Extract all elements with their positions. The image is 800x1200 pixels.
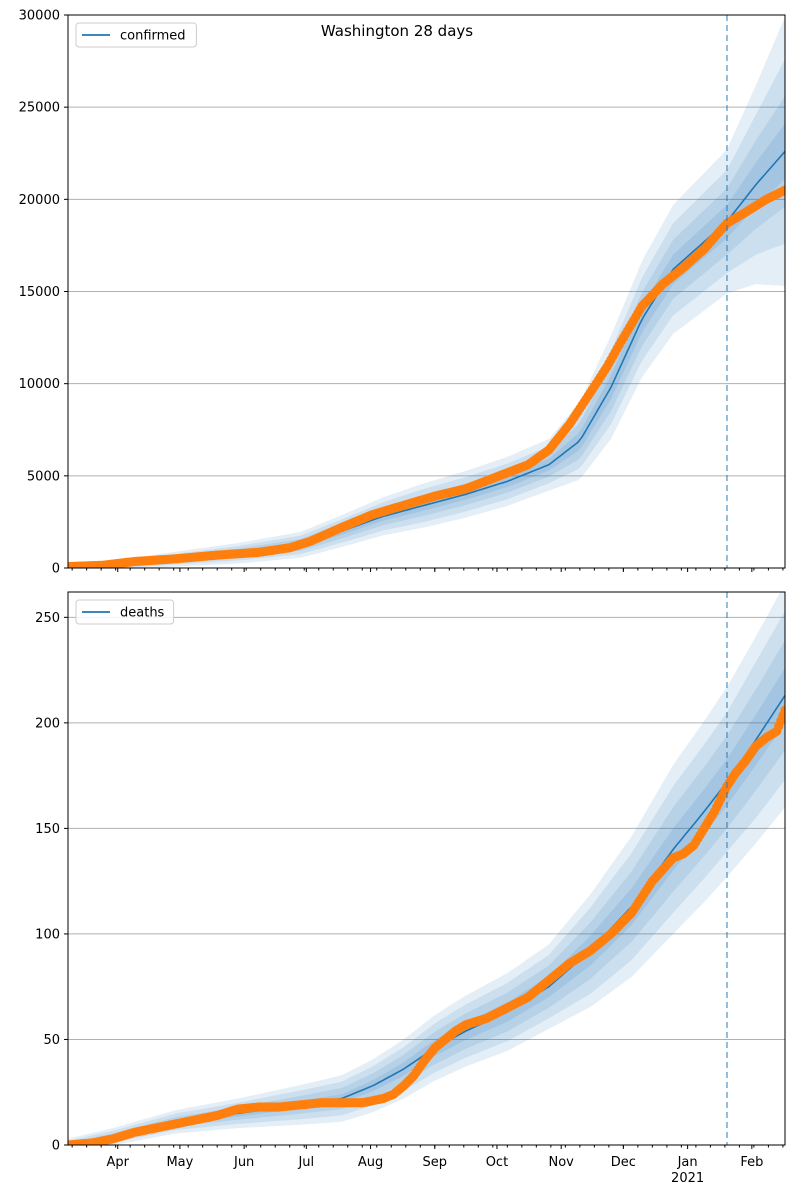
deaths-axes-frame: [67, 591, 786, 1146]
chart-title: Washington 28 days: [321, 22, 473, 40]
deaths-uncertainty-band: [68, 592, 785, 1145]
confirmed-y-tick-label: 15000: [19, 285, 60, 300]
confirmed-legend-label: confirmed: [120, 29, 186, 44]
deaths-legend: deaths: [75, 599, 175, 625]
deaths-x-tick-label: Oct: [486, 1155, 508, 1170]
deaths-x-tick-label: Sep: [423, 1155, 448, 1170]
deaths-y-tick-label: 50: [43, 1033, 60, 1048]
deaths-x-tick-label: Jan: [677, 1155, 698, 1170]
deaths-legend-box: [75, 599, 175, 625]
confirmed-y-tick-label: 10000: [19, 377, 60, 392]
deaths-y-tick-label: 100: [35, 927, 60, 942]
confirmed-y-tick-label: 5000: [27, 469, 60, 484]
deaths-x-tick-label: Nov: [549, 1155, 575, 1170]
confirmed-uncertainty-band: [68, 96, 785, 568]
confirmed-y-tick-label: 30000: [19, 9, 60, 24]
deaths-x-tick-label: May: [166, 1155, 193, 1170]
deaths-y-tick-label: 150: [35, 822, 60, 837]
deaths-uncertainty-band: [68, 668, 785, 1145]
deaths-x-tick-label: Dec: [611, 1155, 636, 1170]
deaths-x-year-label: 2021: [671, 1171, 704, 1186]
deaths-y-tick-label: 200: [35, 716, 60, 731]
confirmed-y-tick-label: 25000: [19, 101, 60, 116]
confirmed-y-tick-label: 0: [52, 562, 60, 577]
confirmed-panel: 0 5000 10000 15000 20000 25000 30000 confirmed: [19, 9, 786, 577]
deaths-x-tick-label: Jun: [233, 1155, 254, 1170]
deaths-x-tick-label: Jul: [297, 1155, 314, 1170]
deaths-legend-label: deaths: [120, 606, 165, 621]
confirmed-uncertainty-band: [68, 16, 785, 568]
deaths-uncertainty-band: [68, 611, 785, 1145]
confirmed-y-tick-label: 20000: [19, 193, 60, 208]
deaths-panel: 0 50 100 150 200 250 Apr May Jun Jul Aug Sep Oct Nov D…: [35, 591, 786, 1186]
confirmed-observed-point: [780, 185, 785, 195]
deaths-x-tick-label: Feb: [740, 1155, 763, 1170]
deaths-y-tick-label: 250: [35, 611, 60, 626]
confirmed-legend: confirmed: [75, 22, 197, 48]
deaths-x-tick-label: Aug: [358, 1155, 383, 1170]
confirmed-legend-box: [75, 22, 197, 48]
deaths-observed-point: [780, 705, 785, 715]
deaths-x-tick-label: Apr: [106, 1155, 129, 1170]
deaths-y-tick-label: 0: [52, 1139, 60, 1154]
